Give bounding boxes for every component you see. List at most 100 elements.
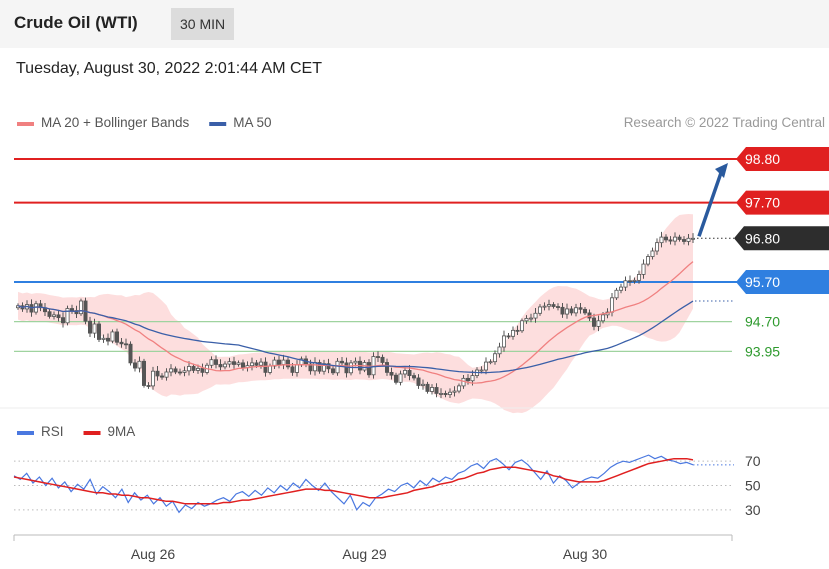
candle: [655, 238, 660, 255]
candle-body: [411, 375, 416, 379]
candle-body: [150, 370, 155, 387]
candle-body: [497, 346, 502, 355]
candle: [128, 341, 133, 366]
candle-body: [124, 343, 129, 346]
candle: [447, 388, 452, 399]
candle-body: [110, 331, 115, 342]
candle-body: [155, 370, 160, 377]
candle: [623, 276, 628, 291]
forecast-arrow-shaft: [697, 169, 724, 237]
candle: [497, 342, 502, 358]
candle-body: [195, 368, 200, 371]
candle-body: [353, 360, 358, 364]
candle-body: [483, 361, 488, 371]
forecast-arrowhead: [715, 162, 728, 178]
candle-body: [556, 306, 561, 308]
candle: [168, 364, 173, 377]
candle: [258, 358, 263, 369]
candle-body: [200, 368, 205, 373]
candle-body: [177, 371, 182, 374]
candle-body: [533, 312, 538, 319]
price-legend-swatch: [17, 122, 34, 126]
candle: [483, 357, 488, 375]
candle: [677, 234, 682, 242]
candle: [61, 312, 66, 328]
candle: [70, 304, 75, 314]
candle-body: [186, 366, 191, 372]
ma20-line: [17, 261, 694, 384]
candle-body: [529, 317, 534, 320]
candle: [222, 361, 227, 370]
candle-body: [614, 289, 619, 299]
candle-body: [610, 297, 615, 313]
candle-body: [574, 307, 579, 314]
candle: [574, 303, 579, 317]
candle-body: [646, 256, 651, 265]
candle: [583, 306, 588, 316]
candle: [115, 328, 120, 346]
candle: [119, 337, 124, 348]
candle-body: [560, 306, 565, 315]
candle: [506, 333, 511, 339]
candle-body: [263, 361, 268, 373]
candle-body: [501, 335, 506, 348]
candle: [164, 368, 169, 381]
candle: [200, 363, 205, 377]
candle: [366, 359, 371, 378]
candle-body: [159, 375, 164, 378]
candle: [218, 359, 223, 372]
candle-body: [240, 362, 245, 369]
candle-body: [164, 371, 169, 378]
level-96-80-label: 96.80: [745, 230, 780, 246]
candle-body: [677, 236, 682, 240]
candle-body: [542, 305, 547, 308]
candle-body: [492, 353, 497, 363]
candle-body: [276, 359, 281, 365]
candle: [330, 366, 335, 375]
candle: [682, 236, 687, 245]
candle: [637, 270, 642, 284]
candle-body: [389, 372, 394, 376]
candle-body: [339, 360, 344, 364]
candle: [398, 370, 403, 386]
rsi-tick-50: 50: [745, 478, 761, 494]
candle: [641, 259, 646, 279]
candle: [52, 311, 57, 320]
candle-body: [146, 385, 151, 387]
candle-body: [650, 250, 655, 257]
candle-body: [236, 362, 241, 365]
research-credit: Research © 2022 Trading Central: [624, 115, 825, 130]
candle-body: [119, 341, 124, 345]
candle: [456, 383, 461, 394]
candle-body: [510, 329, 515, 337]
candle-body: [308, 363, 313, 372]
candle-body: [97, 323, 102, 340]
candle: [384, 358, 389, 376]
candle-body: [641, 263, 646, 275]
candle: [565, 303, 570, 319]
candle-body: [538, 306, 543, 314]
candle-body: [70, 308, 75, 311]
candle: [420, 379, 425, 390]
candle-body: [74, 310, 79, 315]
candle: [520, 318, 525, 333]
candle: [227, 357, 232, 368]
candle-body: [465, 377, 470, 382]
candle-body: [420, 383, 425, 386]
candle: [141, 358, 146, 388]
candle: [106, 333, 111, 346]
ma50-line: [17, 300, 694, 374]
candle-body: [380, 356, 385, 363]
candle: [276, 355, 281, 369]
candle: [375, 351, 380, 363]
candle-body: [407, 370, 412, 376]
candle-body: [191, 366, 196, 371]
candle: [249, 357, 254, 371]
candle: [628, 275, 633, 286]
candle: [137, 356, 142, 373]
interval-badge[interactable]: 30 MIN: [171, 8, 235, 40]
candle-body: [285, 359, 290, 368]
datetime-label: Tuesday, August 30, 2022 2:01:44 AM CET: [16, 60, 322, 77]
candle-body: [258, 361, 263, 366]
x-tick-label: Aug 30: [563, 546, 608, 562]
